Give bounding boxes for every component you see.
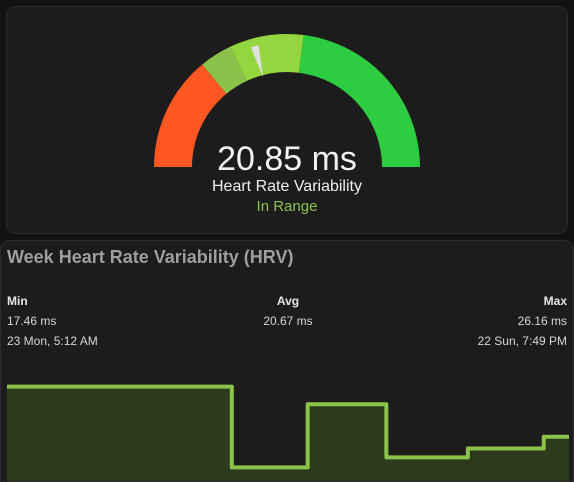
min-stat: Min 17.46 ms 23 Mon, 5:12 AM: [7, 291, 98, 351]
max-time: 22 Sun, 7:49 PM: [477, 334, 567, 348]
gauge-needle: [250, 45, 264, 78]
min-time: 23 Mon, 5:12 AM: [7, 334, 98, 348]
gauge-name: Heart Rate Variability: [212, 178, 362, 195]
gauge-segment-0: [154, 64, 227, 167]
max-value: 26.16 ms: [517, 314, 567, 328]
avg-value: 20.67 ms: [263, 314, 313, 328]
hrv-graph-card[interactable]: Week Heart Rate Variability (HRV) Min 17…: [0, 240, 574, 482]
avg-stat: Avg 20.67 ms: [238, 291, 338, 331]
gauge-segment-1: [202, 46, 247, 94]
hrv-line: [7, 384, 569, 470]
gauge-value: 20.85 ms: [217, 140, 357, 178]
min-label: Min: [7, 294, 28, 308]
min-value: 17.46 ms: [7, 314, 57, 328]
gauge-status: In Range: [256, 198, 318, 215]
gauge-segment-3: [298, 35, 420, 168]
avg-label: Avg: [276, 294, 300, 308]
gauge-segment-2: [230, 34, 304, 82]
gauge-dial: [154, 34, 420, 168]
graph-title: Week Heart Rate Variability (HRV): [7, 247, 294, 267]
max-label: Max: [543, 294, 567, 308]
hrv-graph: [7, 384, 569, 481]
hrv-gauge-card[interactable]: 20.85 ms Heart Rate Variability In Range: [6, 6, 568, 234]
max-stat: Max 26.16 ms 22 Sun, 7:49 PM: [478, 291, 567, 351]
